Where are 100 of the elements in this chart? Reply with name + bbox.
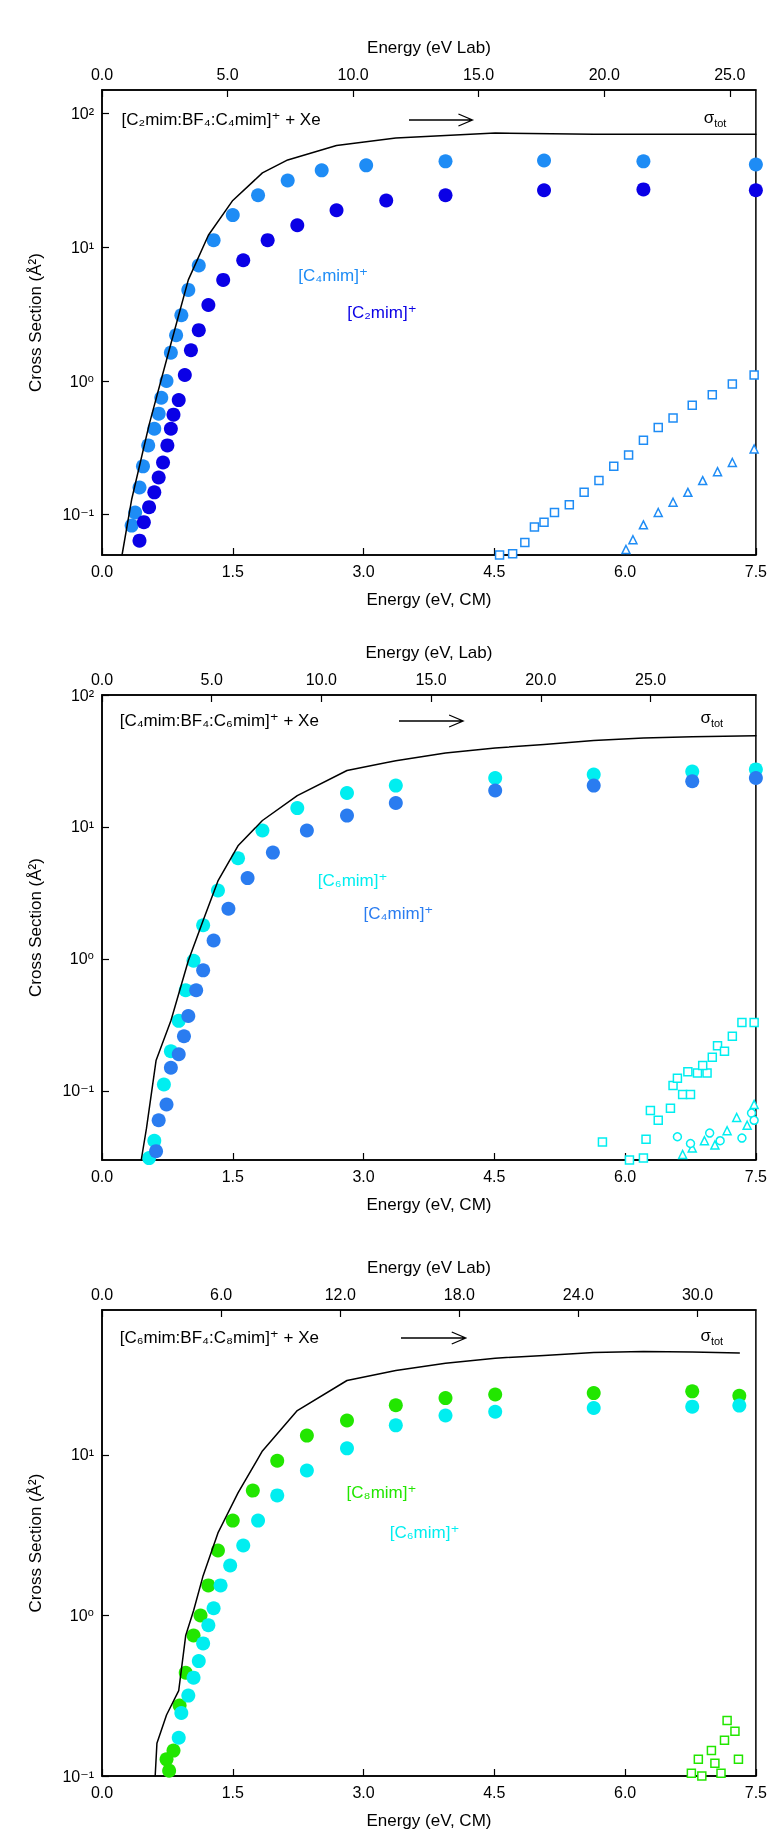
point [749,1017,759,1028]
point [748,771,763,786]
point [715,1135,725,1146]
point [683,1066,693,1077]
x2-tick-label: 10.0 [337,65,369,83]
x2-tick-label: 0.0 [90,670,114,688]
point [177,367,192,382]
point [245,1483,260,1498]
point [132,533,147,548]
y-tick-label: 10² [70,686,95,704]
point [191,1654,206,1669]
x-tick-label: 1.5 [221,1167,244,1185]
point [586,1401,601,1416]
y-tick-label: 10⁰ [69,1606,94,1624]
text: [C₂mim:BF₄:C₄mim]⁺ + Xe [121,110,321,131]
point [159,1097,174,1112]
point [280,173,295,188]
point [594,475,604,486]
point [299,1463,314,1478]
point [388,796,403,810]
x-tick-label: 6.0 [613,1783,637,1801]
point [653,507,663,518]
point [609,461,619,472]
y-tick-label: 10¹ [70,238,94,256]
point [685,774,700,789]
point [193,1608,208,1623]
x-axis-title: Energy (eV, CM) [366,590,492,609]
y-tick-label: 10¹ [70,1446,94,1464]
point [665,1103,676,1113]
point [340,1413,354,1428]
point [329,203,344,218]
point [166,407,181,422]
y-axis-title: Cross Section (Å²) [26,253,45,392]
point [737,1017,747,1028]
point [719,1735,730,1745]
x2-tick-label: 24.0 [562,1285,595,1303]
point [732,1398,747,1413]
point [749,1099,759,1110]
point [693,1754,704,1765]
x-tick-label: 0.0 [90,1167,114,1185]
point [668,497,678,507]
point [176,1029,191,1044]
point [231,851,246,866]
point [706,1745,717,1756]
point [672,1132,683,1142]
point [716,1768,726,1779]
point [299,823,314,838]
x-tick-label: 7.5 [744,562,768,580]
point [201,1618,216,1633]
point [727,457,738,468]
point [722,1125,732,1136]
point [159,374,174,389]
point [537,153,552,168]
point [494,550,505,560]
point [290,218,305,233]
point [730,1726,740,1736]
point [299,1428,314,1443]
x-tick-label: 4.5 [483,562,506,580]
point [727,379,738,389]
point [636,154,651,169]
point [163,1060,178,1075]
x-axis-title: Energy (eV, CM) [366,1811,492,1830]
x2-tick-label: 5.0 [200,670,223,688]
point [702,1068,712,1078]
point [488,771,503,786]
point [216,272,231,287]
x2-tick-label: 5.0 [216,65,239,83]
x-tick-label: 6.0 [613,1167,637,1185]
point [206,1601,221,1616]
point [692,1068,703,1078]
point [710,1758,720,1769]
point [162,1763,177,1778]
text: [C₆mim]⁺ [389,1522,460,1543]
series-label: σ$_{tot}$ [700,1325,724,1349]
x-tick-label: 7.5 [744,1167,768,1185]
x-tick-label: 3.0 [352,1783,375,1801]
y-axis-title: Cross Section (Å²) [26,858,45,997]
point [260,233,275,248]
point [586,1386,601,1401]
point [697,1060,708,1071]
point [171,393,186,408]
point [206,933,221,948]
point [564,499,575,510]
point [749,444,759,454]
point [438,188,453,203]
x-axis-title: Energy (eV, CM) [366,1195,492,1214]
x2-axis-title: Energy (eV Lab) [367,38,491,57]
point [379,193,394,208]
x-tick-label: 1.5 [221,1783,244,1801]
point [186,1628,201,1643]
x-tick-label: 0.0 [90,562,114,580]
point [359,158,374,173]
point [707,389,718,400]
point [189,983,204,998]
point [638,435,649,446]
x2-tick-label: 0.0 [90,65,114,83]
x2-tick-label: 25.0 [634,670,667,688]
point [719,1046,730,1056]
point [699,1135,710,1146]
point [488,1387,503,1402]
